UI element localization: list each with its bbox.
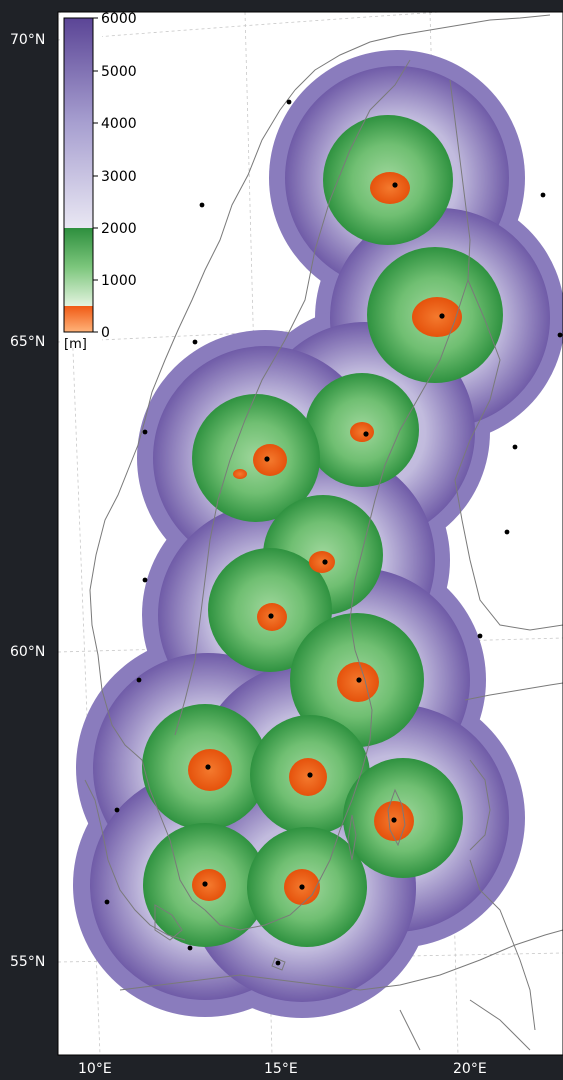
site-s2 [199, 202, 205, 208]
site-s7 [512, 444, 518, 450]
bothnia-west-coast [204, 279, 469, 931]
lat-label-55n: 55°N [10, 954, 45, 970]
norway-coast [89, 89, 296, 761]
radar-site-r4 [264, 456, 270, 462]
colorbar-tick-1000: 1000 [101, 273, 137, 289]
colorbar-tick-5000: 5000 [101, 64, 137, 80]
radar-site-r2 [439, 313, 445, 319]
lat-labels: 70°N 65°N 60°N 55°N [10, 32, 45, 970]
sweden-norway-border [174, 59, 411, 736]
lat-label-60n: 60°N [10, 644, 45, 660]
colorbar-tick-2000: 2000 [101, 221, 137, 237]
site-s11 [136, 677, 142, 683]
denmark-islands [154, 904, 183, 941]
lon-labels: 10°E 15°E 20°E [78, 1061, 487, 1077]
radar-site-r3 [363, 431, 369, 437]
estonia-coast [464, 682, 563, 701]
finland-coast [454, 279, 563, 631]
radar-sites [202, 182, 445, 890]
site-s1 [286, 99, 292, 105]
radar-site-r10 [391, 817, 397, 823]
coverage-near-r11 [192, 869, 226, 901]
norway-coast-north [294, 14, 551, 91]
site-s10 [477, 633, 483, 639]
colorbar-ticks [93, 17, 98, 333]
map-frame [57, 11, 563, 1056]
coastlines [84, 14, 563, 1051]
colorbar-segment-mid [64, 228, 93, 306]
site-s15 [275, 960, 281, 966]
sweden-finland-border [449, 79, 471, 281]
oland [347, 814, 357, 861]
site-s3 [540, 192, 546, 198]
colorbar: 6000 5000 4000 3000 2000 1000 0 [m] [60, 11, 137, 352]
radar-site-r12 [299, 884, 305, 890]
baltic-states-coast [469, 859, 536, 1031]
radar-site-r7 [356, 677, 362, 683]
colorbar-tick-0: 0 [101, 325, 110, 341]
sweden-west-coast [141, 759, 206, 911]
site-s13 [104, 899, 110, 905]
site-s8 [504, 529, 510, 535]
lon-label-15e: 15°E [264, 1061, 298, 1077]
site-s5 [557, 332, 563, 338]
colorbar-segment-far [64, 18, 93, 228]
radar-site-r6 [268, 613, 274, 619]
coverage-near-r8 [188, 749, 232, 791]
radar-site-r8 [205, 764, 211, 770]
coverage-near-r1 [370, 172, 410, 204]
neighbour-sites [104, 99, 563, 966]
south-baltic-coast [119, 929, 563, 991]
gotland [387, 788, 406, 847]
colorbar-outline [63, 17, 94, 333]
radar-site-r9 [307, 772, 313, 778]
lon-label-20e: 20°E [453, 1061, 487, 1077]
site-s12 [114, 807, 120, 813]
colorbar-tick-6000: 6000 [101, 11, 137, 27]
gulf-of-riga [469, 759, 491, 851]
colorbar-unit: [m] [64, 337, 87, 352]
land-border-east [469, 999, 531, 1051]
site-s6 [142, 429, 148, 435]
colorbar-segment-near [64, 306, 93, 332]
radar-site-r1 [392, 182, 398, 188]
colorbar-tick-4000: 4000 [101, 116, 137, 132]
coverage-near-r9 [289, 758, 327, 796]
lat-label-65n: 65°N [10, 334, 45, 350]
bornholm [271, 957, 286, 971]
radar-site-r11 [202, 881, 208, 887]
site-s4 [192, 339, 198, 345]
site-s9 [142, 577, 148, 583]
coverage-near-r2 [412, 297, 462, 337]
coverage-near-r3 [350, 422, 374, 442]
radar-site-r5 [322, 559, 328, 565]
colorbar-tick-3000: 3000 [101, 169, 137, 185]
parallel-70n [58, 12, 447, 41]
coverage-near-r4 [253, 444, 287, 476]
denmark [84, 779, 186, 941]
land-border-south [399, 1009, 421, 1051]
coverage-near-r5 [309, 551, 335, 573]
lat-label-70n: 70°N [10, 32, 45, 48]
site-s14 [187, 945, 193, 951]
coverage-near-r4b [233, 469, 247, 479]
lon-label-10e: 10°E [78, 1061, 112, 1077]
